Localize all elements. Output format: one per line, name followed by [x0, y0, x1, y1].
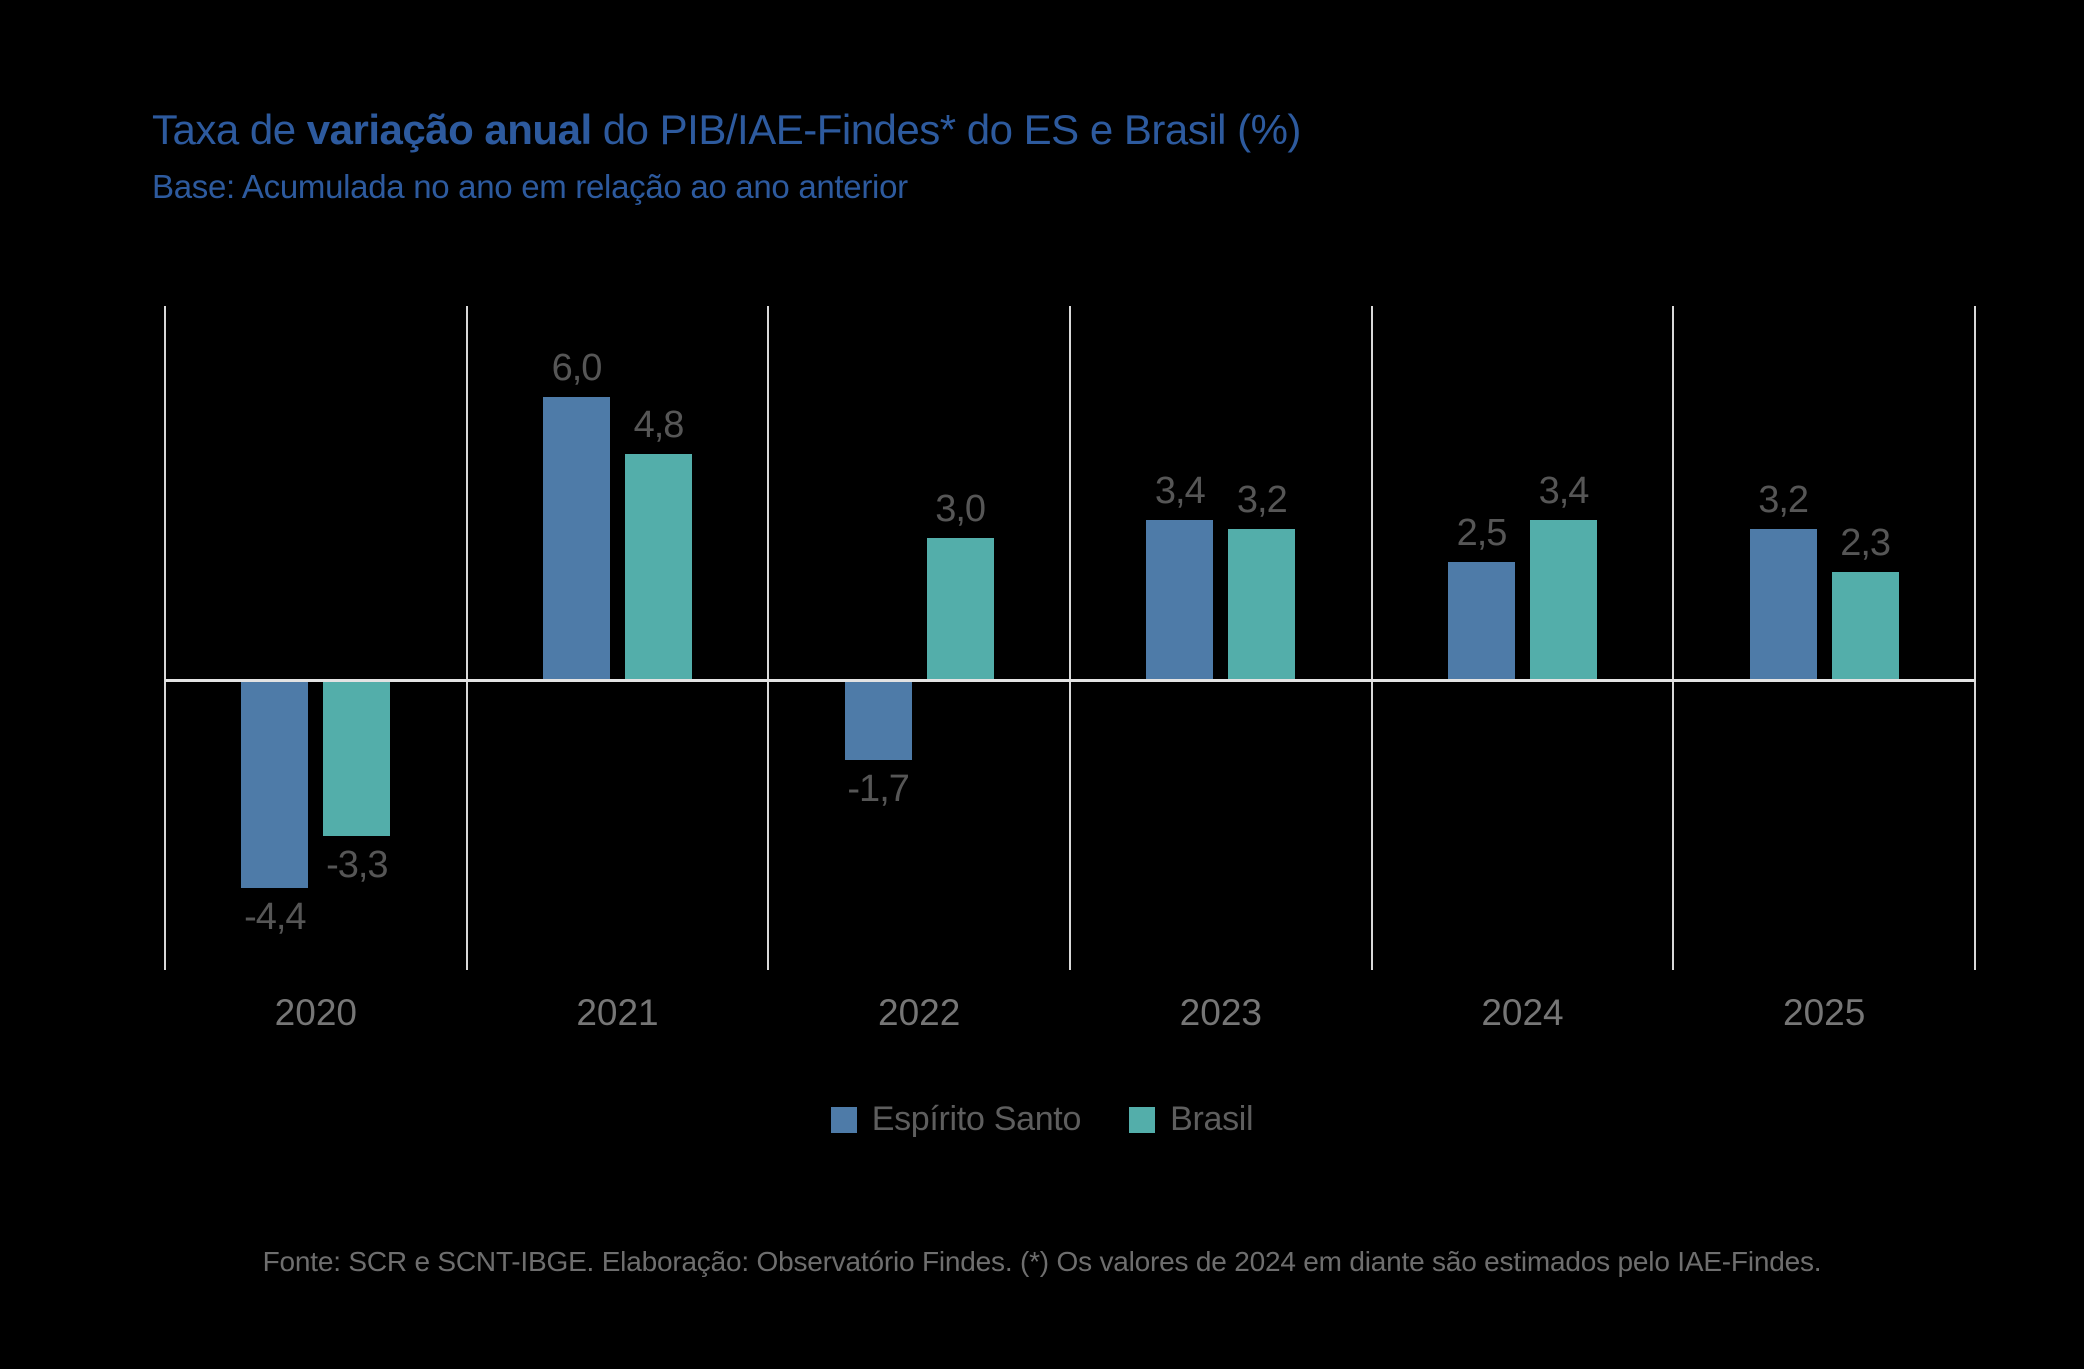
bar-brasil-2022 [926, 538, 994, 680]
legend-swatch-icon [830, 1106, 857, 1133]
x-axis-label-2025: 2025 [1783, 992, 1866, 1033]
x-axis-label-2022: 2022 [878, 992, 961, 1033]
bar-brasil-2023 [1228, 529, 1296, 680]
value-label-espírito-santo-2025: 3,2 [1758, 479, 1809, 522]
gridline [466, 306, 468, 970]
value-label-brasil-2022: 3,0 [935, 488, 986, 531]
chart-title-suffix: do PIB/IAE-Findes* do ES e Brasil (%) [591, 106, 1302, 153]
value-label-espírito-santo-2024: 2,5 [1456, 512, 1508, 555]
legend: Espírito Santo Brasil [0, 1100, 2084, 1139]
chart-subtitle: Base: Acumulada no ano em relação ao ano… [152, 168, 908, 205]
bar-brasil-2020 [323, 680, 391, 836]
plot-area: -4,4 -3,3 6,0 4,8 -1,7 3,0 3,4 3,2 2,5 3,4 3,2 2,3 [164, 306, 1976, 970]
gridline [1371, 306, 1373, 970]
zero-axis-line [165, 679, 1975, 682]
legend-label: Espírito Santo [871, 1100, 1082, 1138]
chart-title-bold: variação anual [306, 106, 592, 153]
bar-brasil-2021 [625, 453, 692, 680]
bar-espírito-santo-2022 [844, 680, 912, 761]
value-label-espírito-santo-2020: -4,4 [244, 895, 306, 938]
bar-brasil-2025 [1831, 571, 1899, 680]
chart-title-prefix: Taxa de [152, 106, 307, 153]
value-label-brasil-2020: -3,3 [326, 843, 388, 886]
gridline [1672, 306, 1674, 970]
bar-espírito-santo-2021 [543, 396, 610, 680]
gridline [1069, 306, 1071, 970]
gridline [164, 306, 166, 970]
x-axis-label-2021: 2021 [576, 992, 659, 1033]
value-label-espírito-santo-2022: -1,7 [847, 768, 909, 811]
bar-brasil-2024 [1530, 519, 1597, 680]
bar-espírito-santo-2024 [1448, 562, 1515, 680]
value-label-brasil-2024: 3,4 [1538, 469, 1590, 512]
x-axis-labels: 2020 2021 2022 2023 2024 2025 [165, 992, 1975, 1042]
x-axis-label-2024: 2024 [1481, 992, 1564, 1033]
value-label-espírito-santo-2023: 3,4 [1154, 469, 1206, 512]
legend-swatch-icon [1129, 1106, 1156, 1133]
value-label-brasil-2025: 2,3 [1840, 521, 1891, 564]
bar-espírito-santo-2020 [241, 680, 309, 888]
legend-label: Brasil [1170, 1100, 1254, 1138]
gridline [767, 306, 769, 970]
value-label-brasil-2023: 3,2 [1236, 479, 1288, 522]
x-axis-label-2023: 2023 [1179, 992, 1262, 1033]
gridline [1974, 306, 1976, 970]
chart-title: Taxa de variação anual do PIB/IAE-Findes… [152, 106, 1301, 154]
bar-espírito-santo-2025 [1749, 529, 1817, 680]
value-label-espírito-santo-2021: 6,0 [551, 346, 603, 389]
source-note: Fonte: SCR e SCNT-IBGE. Elaboração: Obse… [262, 1246, 1822, 1277]
x-axis-label-2020: 2020 [274, 992, 357, 1033]
value-label-brasil-2021: 4,8 [633, 403, 685, 446]
bar-espírito-santo-2023 [1146, 519, 1214, 680]
legend-item-brasil: Brasil [1129, 1100, 1254, 1139]
legend-item-espírito-santo: Espírito Santo [830, 1100, 1082, 1139]
